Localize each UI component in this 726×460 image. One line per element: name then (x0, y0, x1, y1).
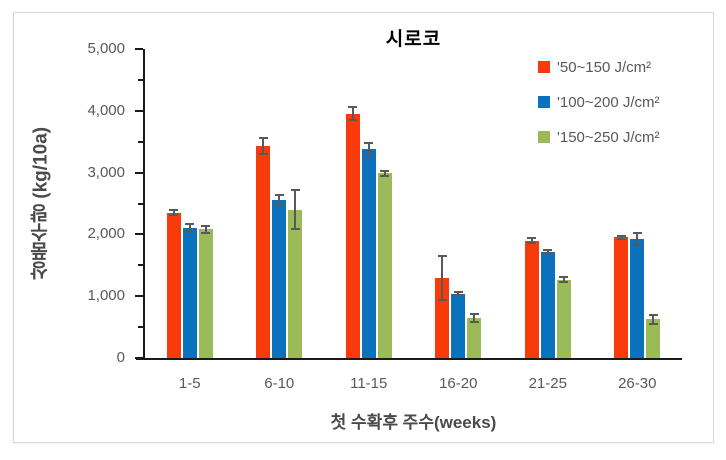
x-category-label: 16-20 (439, 375, 478, 392)
bar (256, 146, 271, 358)
y-tick-label: 4,000 (87, 101, 125, 119)
y-minor-tick (138, 140, 143, 143)
error-bar (527, 236, 537, 245)
bar (451, 293, 466, 358)
y-minor-tick (138, 264, 143, 267)
error-bar (258, 136, 268, 156)
error-bar (185, 223, 195, 234)
error-bar (437, 254, 447, 301)
y-tick-label: 2,000 (87, 225, 125, 243)
y-axis-line (143, 49, 145, 358)
y-minor-tick (138, 202, 143, 205)
error-bar (290, 189, 300, 231)
y-major-tick (135, 295, 143, 298)
bar (377, 173, 392, 358)
bar (166, 212, 181, 358)
y-major-tick (135, 233, 143, 236)
error-bar (348, 106, 358, 122)
y-tick-label: 5,000 (87, 40, 125, 57)
error-bar (169, 209, 179, 217)
bar (524, 240, 539, 358)
bar (361, 149, 376, 358)
error-bar (648, 313, 658, 325)
error-bar (380, 169, 390, 177)
error-bar (632, 231, 642, 246)
x-category-label: 26-30 (618, 375, 657, 392)
legend-label: '100~200 J/cm² (557, 93, 660, 111)
bar (540, 251, 555, 358)
bar (182, 228, 197, 358)
error-bar (559, 276, 569, 283)
error-bar (616, 235, 626, 240)
bar (614, 237, 629, 358)
y-minor-tick (138, 326, 143, 329)
bar (646, 319, 661, 358)
error-bar (364, 142, 374, 156)
error-bar (274, 194, 284, 206)
bar (198, 229, 213, 358)
x-category-label: 6-10 (264, 375, 295, 392)
error-bar (453, 291, 463, 297)
x-category-label: 21-25 (528, 375, 567, 392)
y-tick-label: 0 (116, 349, 125, 366)
error-bar (469, 312, 479, 323)
legend-swatch-icon (538, 61, 550, 73)
legend: '50~150 J/cm² '100~200 J/cm² '150~250 J/cm… (538, 56, 660, 161)
bar (556, 279, 571, 358)
bar (288, 209, 303, 358)
y-tick-label: 1,000 (87, 287, 125, 305)
legend-swatch-icon (538, 96, 550, 108)
bar (345, 113, 360, 358)
x-axis-title: 첫 수확후 주수(weeks) (330, 413, 497, 432)
x-category-label: 1-5 (178, 375, 201, 392)
y-major-tick (135, 357, 143, 359)
legend-item: '150~250 J/cm² (538, 126, 660, 148)
legend-item: '100~200 J/cm² (538, 91, 660, 113)
chart-title: 시로코 (385, 29, 442, 50)
x-axis-line (136, 358, 682, 360)
y-minor-tick (138, 78, 143, 81)
error-bar (543, 249, 553, 255)
bar (467, 317, 482, 358)
y-major-tick (135, 109, 143, 112)
legend-swatch-icon (538, 131, 550, 143)
legend-label: '50~150 J/cm² (557, 58, 652, 76)
legend-label: '150~250 J/cm² (557, 128, 660, 146)
legend-item: '50~150 J/cm² (538, 56, 660, 78)
y-major-tick (135, 48, 143, 50)
y-major-tick (135, 171, 143, 174)
y-tick-label: 3,000 (87, 163, 125, 181)
error-bar (201, 225, 211, 234)
bar (630, 238, 645, 358)
x-category-label: 11-15 (350, 375, 388, 392)
bar (272, 199, 287, 358)
